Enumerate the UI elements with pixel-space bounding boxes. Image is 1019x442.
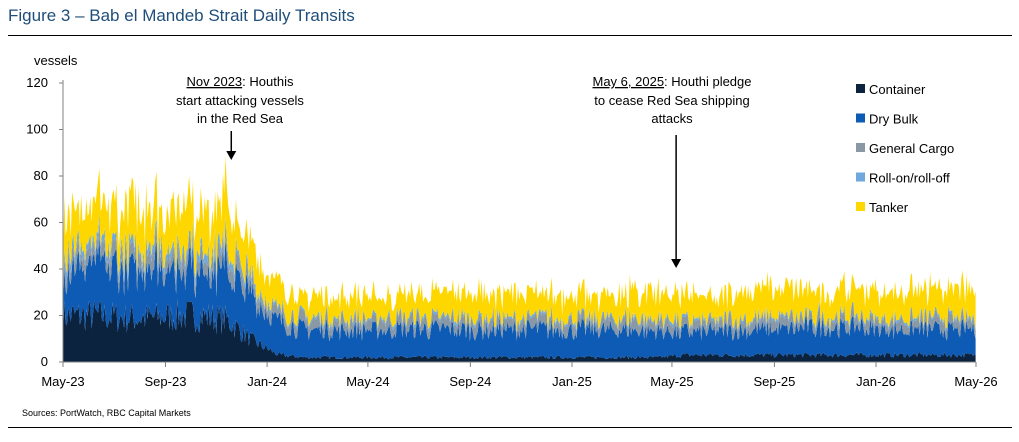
annotation-arrow-head: [226, 151, 237, 160]
legend-swatch-general-cargo: [856, 143, 865, 152]
annotation-line-1: Nov 2023: Houthis: [187, 74, 294, 89]
legend-swatch-roll-on-roll-off: [856, 172, 865, 182]
series-area-container: [63, 298, 976, 362]
footer-rule: [8, 427, 1012, 428]
legend-label-tanker: Tanker: [869, 200, 909, 215]
y-tick-label: 60: [34, 215, 48, 230]
x-tick-label: Jan-25: [552, 374, 592, 389]
x-tick-label: May-26: [954, 374, 997, 389]
annotation-line-1: May 6, 2025: Houthi pledge: [593, 74, 752, 89]
legend-label-general-cargo: General Cargo: [869, 141, 954, 156]
title-rule: [8, 35, 1012, 36]
y-tick-label: 0: [41, 354, 48, 369]
y-tick-label: 20: [34, 308, 48, 323]
y-tick-label: 120: [26, 75, 48, 90]
x-tick-label: May-25: [650, 374, 693, 389]
x-tick-label: Sep-23: [145, 374, 187, 389]
annotation-line-2: start attacking vessels: [176, 93, 304, 108]
x-tick-label: Sep-24: [449, 374, 491, 389]
annotation-line-3: in the Red Sea: [197, 111, 284, 126]
x-tick-label: Jan-24: [247, 374, 287, 389]
legend-label-roll-on-roll-off: Roll-on/roll-off: [869, 171, 950, 186]
series-area-tanker: [63, 156, 976, 332]
x-tick-label: May-24: [346, 374, 389, 389]
series-area-dry-bulk: [63, 236, 976, 360]
annotation-text: : Houthis: [242, 74, 294, 89]
legend-swatch-tanker: [856, 202, 865, 211]
x-tick-label: Sep-25: [753, 374, 795, 389]
legend-label-container: Container: [869, 82, 926, 97]
annotation-text: : Houthi pledge: [664, 74, 751, 89]
annotation-line-2: to cease Red Sea shipping: [594, 93, 749, 108]
annotation-line-3: attacks: [651, 111, 693, 126]
annotation-arrow-head: [671, 259, 682, 268]
y-tick-label: 40: [34, 261, 48, 276]
series-area-general-cargo: [63, 221, 976, 342]
series-area-roll-on-roll-off: [63, 213, 976, 335]
x-tick-label: May-23: [41, 374, 84, 389]
legend-label-dry-bulk: Dry Bulk: [869, 112, 919, 127]
y-tick-label: 80: [34, 168, 48, 183]
legend-swatch-container: [856, 84, 865, 93]
y-axis-label: vessels: [34, 53, 78, 68]
y-tick-label: 100: [26, 122, 48, 137]
legend-swatch-dry-bulk: [856, 113, 865, 123]
x-tick-label: Jan-26: [856, 374, 896, 389]
source-note: Sources: PortWatch, RBC Capital Markets: [22, 408, 191, 418]
figure-title: Figure 3 – Bab el Mandeb Strait Daily Tr…: [8, 6, 355, 25]
annotation-date: May 6, 2025: [593, 74, 665, 89]
annotation-date: Nov 2023: [187, 74, 243, 89]
